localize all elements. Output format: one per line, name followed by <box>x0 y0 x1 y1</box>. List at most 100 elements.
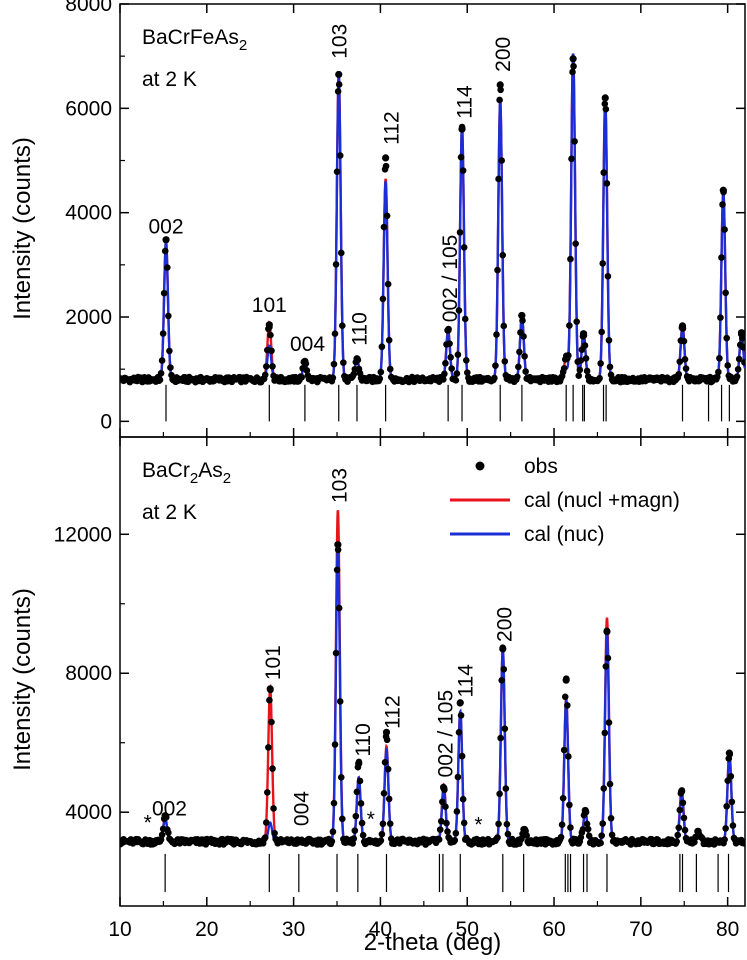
obs-peak-point <box>353 355 361 363</box>
obs-point <box>335 604 343 612</box>
obs-point <box>501 358 509 365</box>
obs-point <box>566 801 573 809</box>
bottom-y-axis-title: Intensity (counts) <box>9 588 36 771</box>
obs-point <box>460 244 468 251</box>
obs-point <box>158 357 166 364</box>
obs-peak-point <box>579 330 588 338</box>
obs-point <box>331 330 339 338</box>
obs-point <box>598 832 605 839</box>
obs-point <box>265 744 272 751</box>
obs-point <box>729 822 737 829</box>
obs-point <box>337 773 345 781</box>
peak-label: 101 <box>262 645 285 680</box>
obs-point <box>583 367 591 375</box>
x-tick-label: 80 <box>716 918 739 941</box>
obs-point <box>266 696 273 704</box>
obs-point <box>454 351 462 358</box>
obs-peak-point <box>518 311 526 320</box>
obs-point <box>582 355 590 362</box>
obs-point <box>564 702 571 709</box>
obs-point <box>329 828 337 836</box>
compound-part: As <box>198 459 223 482</box>
obs-point <box>298 373 305 381</box>
obs-point <box>461 315 469 323</box>
obs-point <box>383 212 391 220</box>
obs-point <box>579 826 587 833</box>
obs-point <box>568 155 575 163</box>
obs-point <box>600 785 608 792</box>
legend-label: cal (nuc) <box>524 523 605 546</box>
obs-peak-point <box>562 676 570 684</box>
obs-point <box>376 375 384 383</box>
obs-point <box>380 790 388 797</box>
obs-point <box>679 799 687 807</box>
obs-point <box>728 798 736 806</box>
obs-point <box>337 249 345 257</box>
obs-point <box>596 374 603 382</box>
legend-label: obs <box>524 455 558 478</box>
obs-point <box>606 780 614 788</box>
obs-point <box>339 815 346 823</box>
obs-point <box>605 719 613 726</box>
obs-point <box>581 342 589 349</box>
obs-point <box>741 840 745 847</box>
obs-peak-point <box>678 787 686 795</box>
obs-point <box>384 280 392 288</box>
obs-point <box>734 365 742 373</box>
bottom-curves <box>120 510 745 848</box>
obs-point <box>453 370 461 377</box>
obs-peak-point <box>520 825 529 834</box>
obs-point <box>386 365 394 373</box>
obs-peak-point <box>456 699 464 707</box>
obs-point <box>332 649 340 657</box>
obs-point <box>356 777 364 785</box>
obs-point <box>503 820 511 828</box>
obs-point <box>377 837 385 844</box>
peak-label: 114 <box>454 664 477 698</box>
obs-point <box>448 365 455 372</box>
obs-point <box>269 765 276 772</box>
peak-label: 110 <box>352 723 375 756</box>
obs-point <box>723 334 730 342</box>
obs-point <box>453 808 461 815</box>
obs-point <box>459 795 467 803</box>
obs-point <box>378 343 386 351</box>
obs-point <box>500 665 508 673</box>
x-tick-label: 50 <box>456 918 479 941</box>
obs-point <box>378 830 386 838</box>
obs-point <box>455 307 463 314</box>
obs-point <box>460 819 468 827</box>
obs-point <box>457 712 465 719</box>
peak-label: 200 <box>494 607 517 642</box>
obs-peak-point <box>719 186 727 194</box>
obs-peak-point <box>162 236 170 244</box>
obs-point <box>166 347 173 355</box>
obs-point <box>267 331 274 339</box>
obs-point <box>601 100 609 108</box>
obs-point <box>165 829 172 837</box>
obs-point <box>442 803 449 811</box>
obs-point <box>515 363 522 371</box>
obs-point <box>329 374 337 382</box>
obs-point <box>719 201 726 208</box>
bottom-series-obs <box>120 541 745 848</box>
obs-point <box>597 360 604 367</box>
obs-point <box>379 295 387 303</box>
bottom-plot-frame <box>119 436 746 907</box>
top-y-tick-label: 0 <box>100 410 112 433</box>
obs-point <box>262 819 270 826</box>
obs-peak-point <box>737 329 745 337</box>
obs-point <box>443 819 450 827</box>
x-tick-label: 40 <box>369 918 392 941</box>
obs-point <box>439 798 446 806</box>
obs-peak-point <box>440 784 448 792</box>
x-axis-title: 2-theta (deg) <box>364 929 501 956</box>
obs-point <box>573 318 580 326</box>
obs-point <box>269 363 276 370</box>
obs-point <box>681 356 689 363</box>
bottom-compound-label: BaCr2As2 <box>142 459 231 487</box>
obs-point <box>330 360 338 368</box>
obs-peak-point <box>581 806 589 815</box>
obs-point <box>723 802 730 810</box>
obs-point <box>607 814 615 822</box>
